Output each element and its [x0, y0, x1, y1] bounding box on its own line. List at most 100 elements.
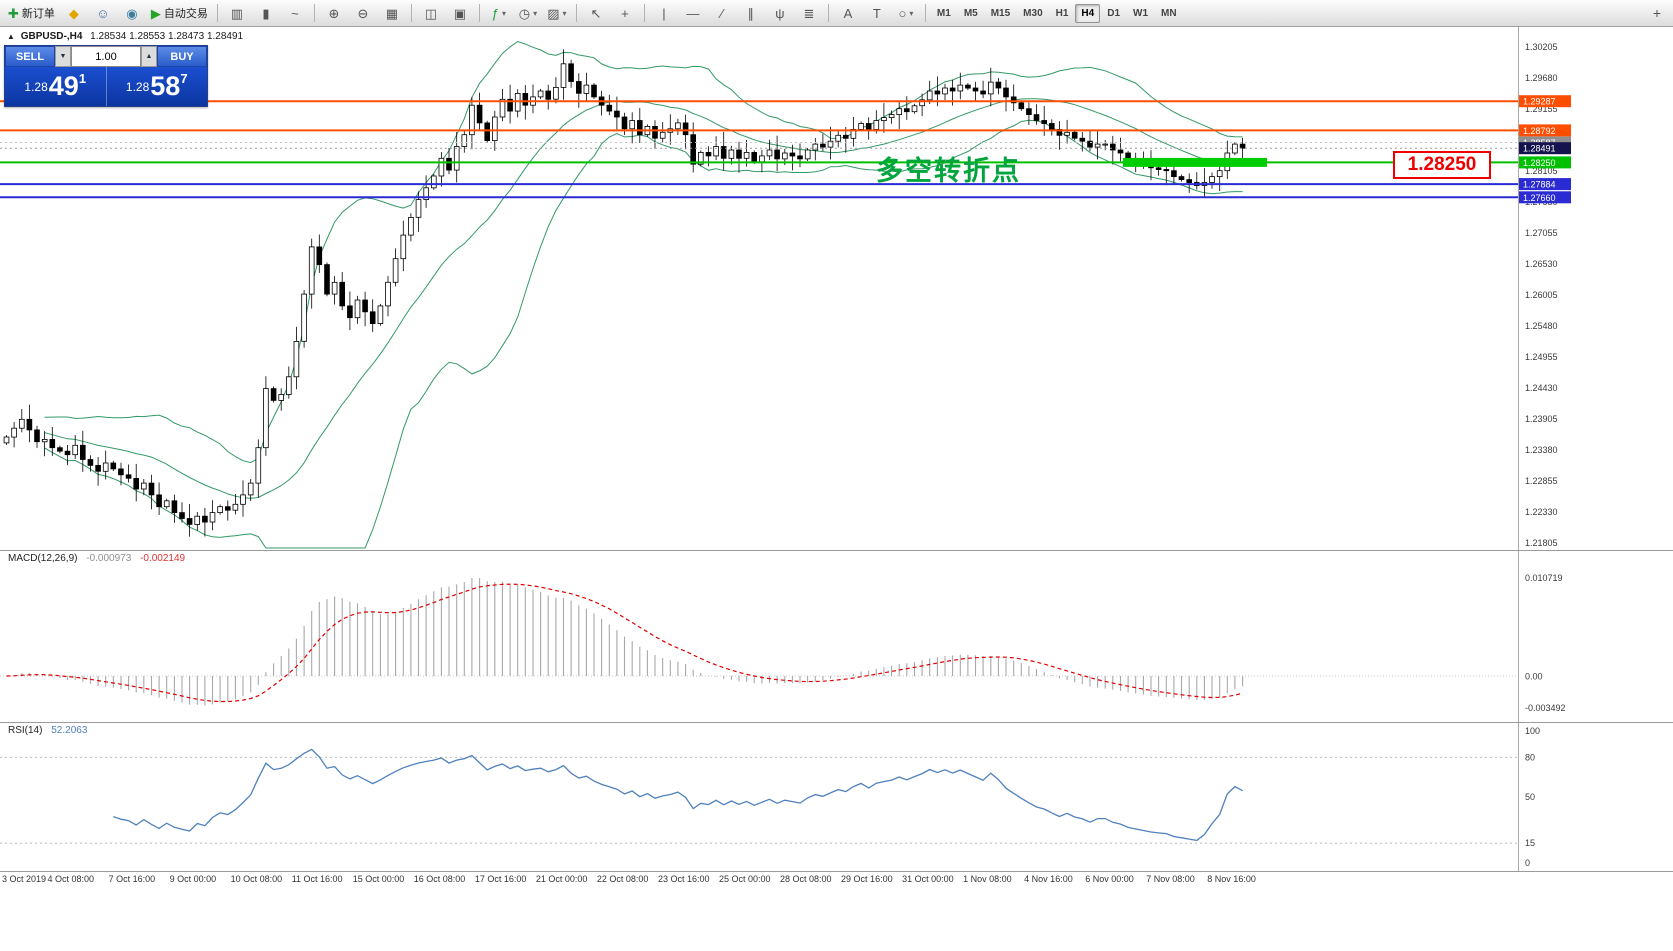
price-tag-1.28250: 1.28250: [1519, 156, 1571, 169]
label-button[interactable]: T: [863, 2, 891, 25]
time-label: 10 Oct 08:00: [230, 874, 283, 884]
time-label: 9 Oct 00:00: [169, 874, 217, 884]
text-icon: A: [843, 5, 853, 21]
navigator-button[interactable]: ◆: [60, 2, 88, 25]
toolbar-separator: [410, 4, 412, 22]
new-order-button[interactable]: ✚ 新订单: [4, 2, 59, 25]
timeframe-m30-button[interactable]: M30: [1023, 7, 1043, 19]
cascade-icon: ▣: [453, 5, 467, 21]
crosshair-icon: +: [621, 5, 629, 21]
timeframe-h4-button[interactable]: H4: [1075, 3, 1101, 23]
buy-price[interactable]: 1.28 58 7: [107, 67, 208, 106]
collapse-triangle-icon[interactable]: ▲: [7, 32, 15, 41]
volume-input[interactable]: [71, 46, 141, 67]
buy-price-small: 1.28: [125, 79, 150, 94]
macd-name: MACD(12,26,9): [8, 553, 78, 564]
toolbar-separator: [313, 4, 315, 22]
timeframe-w1-button[interactable]: W1: [1133, 7, 1149, 19]
line-chart-button[interactable]: ~: [281, 2, 309, 25]
fibonacci-button[interactable]: ≣: [795, 2, 823, 25]
timeframe-m5-button[interactable]: M5: [963, 7, 978, 19]
crosshair-button[interactable]: +: [611, 2, 639, 25]
vertical-line-button[interactable]: |: [650, 2, 678, 25]
caret-down-icon: ▼: [59, 53, 67, 60]
timeframe-d1-button[interactable]: D1: [1107, 7, 1121, 19]
clock-icon: ◷: [518, 5, 531, 21]
fibonacci-icon: ≣: [803, 5, 815, 21]
price-axis-label: 1.21805: [1525, 538, 1558, 548]
panel-divider[interactable]: [0, 550, 1673, 551]
one-click-prices: 1.28 49 1 1.28 58 7: [5, 67, 207, 106]
svg-text:1.28250: 1.28250: [1523, 158, 1556, 168]
toolbar-separator: [643, 4, 645, 22]
one-click-controls: SELL ▼ ▲ BUY: [5, 46, 207, 67]
panel-divider[interactable]: [0, 722, 1673, 723]
chart-annotation-text[interactable]: 多空转折点: [876, 156, 1021, 186]
time-label: 17 Oct 16:00: [474, 874, 527, 884]
toolbar: ✚ 新订单 ◆ ☺ ◉ ▶ 自动交易 ▥ ▮ ~ ⊕ ⊖ ▦ ◫ ▣ ƒ ▾ ◷ ▾ ▨ ▾ ↖ + | — ∕ ∥ ψ ≣ A T ○ ▾ M1…: [0, 0, 1673, 27]
price-axis-label: 1.22855: [1525, 476, 1558, 486]
sell-price[interactable]: 1.28 49 1: [5, 67, 107, 106]
timeframe-m1-button[interactable]: M1: [936, 7, 951, 19]
sell-price-big: 49: [48, 71, 79, 101]
horizontal-line-button[interactable]: —: [679, 2, 707, 25]
time-label: 31 Oct 00:00: [902, 874, 954, 884]
time-label: 7 Nov 08:00: [1146, 874, 1195, 884]
algo-trading-button[interactable]: ▶ 自动交易: [147, 2, 212, 25]
timeframe-m15-button[interactable]: M15: [990, 7, 1011, 19]
rsi-axis-label: 0: [1525, 858, 1530, 868]
add-chart-button[interactable]: +: [1652, 5, 1661, 21]
candlestick-icon: ▮: [262, 5, 270, 21]
play-icon: ▶: [150, 5, 161, 21]
indicators-button[interactable]: ƒ ▾: [485, 2, 513, 25]
bollinger-middle-band: [44, 98, 1243, 499]
text-button[interactable]: A: [834, 2, 862, 25]
volume-down-button[interactable]: ▼: [55, 46, 71, 67]
time-label: 15 Oct 00:00: [352, 874, 405, 884]
periods-button[interactable]: ◷ ▾: [514, 2, 542, 25]
highlight-segment[interactable]: [1123, 157, 1267, 167]
zoom-out-button[interactable]: ⊖: [349, 2, 377, 25]
pitchfork-icon: ψ: [775, 5, 785, 21]
time-label: 29 Oct 16:00: [841, 874, 893, 884]
trendline-button[interactable]: ∕: [708, 2, 736, 25]
candlestick-chart-button[interactable]: ▮: [252, 2, 280, 25]
chart-title: ▲ GBPUSD-,H4 1.28534 1.28553 1.28473 1.2…: [7, 31, 243, 42]
timeframe-mn-button[interactable]: MN: [1161, 7, 1177, 19]
svg-text:1.27660: 1.27660: [1523, 193, 1556, 203]
svg-text:1.28491: 1.28491: [1523, 144, 1556, 154]
time-label: 3 Oct 2019: [2, 874, 47, 884]
time-label: 21 Oct 00:00: [535, 874, 588, 884]
templates-button[interactable]: ▨ ▾: [543, 2, 571, 25]
cursor-icon: ↖: [590, 5, 602, 21]
price-axis-label: 1.26530: [1525, 259, 1558, 269]
sell-button[interactable]: SELL: [5, 46, 55, 67]
macd-axis-label: 0.010719: [1525, 573, 1563, 583]
svg-text:1.28792: 1.28792: [1523, 126, 1556, 136]
cascade-windows-button[interactable]: ▣: [446, 2, 474, 25]
channel-icon: ∥: [747, 5, 755, 21]
volume-up-button[interactable]: ▲: [141, 46, 157, 67]
zoom-in-button[interactable]: ⊕: [320, 2, 348, 25]
tile-windows-button[interactable]: ▦: [378, 2, 406, 25]
price-alert-box[interactable]: 1.28250: [1393, 151, 1491, 179]
rsi-axis-label: 50: [1525, 792, 1535, 802]
market-watch-button[interactable]: ◉: [118, 2, 146, 25]
cursor-button[interactable]: ↖: [582, 2, 610, 25]
channel-button[interactable]: ∥: [737, 2, 765, 25]
accounts-button[interactable]: ☺: [89, 2, 117, 25]
shapes-button[interactable]: ○ ▾: [892, 2, 920, 25]
buy-button[interactable]: BUY: [157, 46, 207, 67]
rsi-value: 52.2063: [51, 725, 88, 736]
pitchfork-button[interactable]: ψ: [766, 2, 794, 25]
panel-divider[interactable]: [0, 871, 1673, 872]
price-tag-1.29287: 1.29287: [1519, 95, 1571, 108]
price-tag-1.27884: 1.27884: [1519, 178, 1571, 191]
price-axis-label: 1.29680: [1525, 73, 1558, 83]
zoom-in-icon: ⊕: [328, 5, 340, 21]
bar-chart-button[interactable]: ▥: [223, 2, 251, 25]
bollinger-upper-band: [44, 40, 1243, 464]
arrange-windows-button[interactable]: ◫: [417, 2, 445, 25]
time-label: 7 Oct 16:00: [108, 874, 156, 884]
timeframe-h1-button[interactable]: H1: [1055, 7, 1069, 19]
